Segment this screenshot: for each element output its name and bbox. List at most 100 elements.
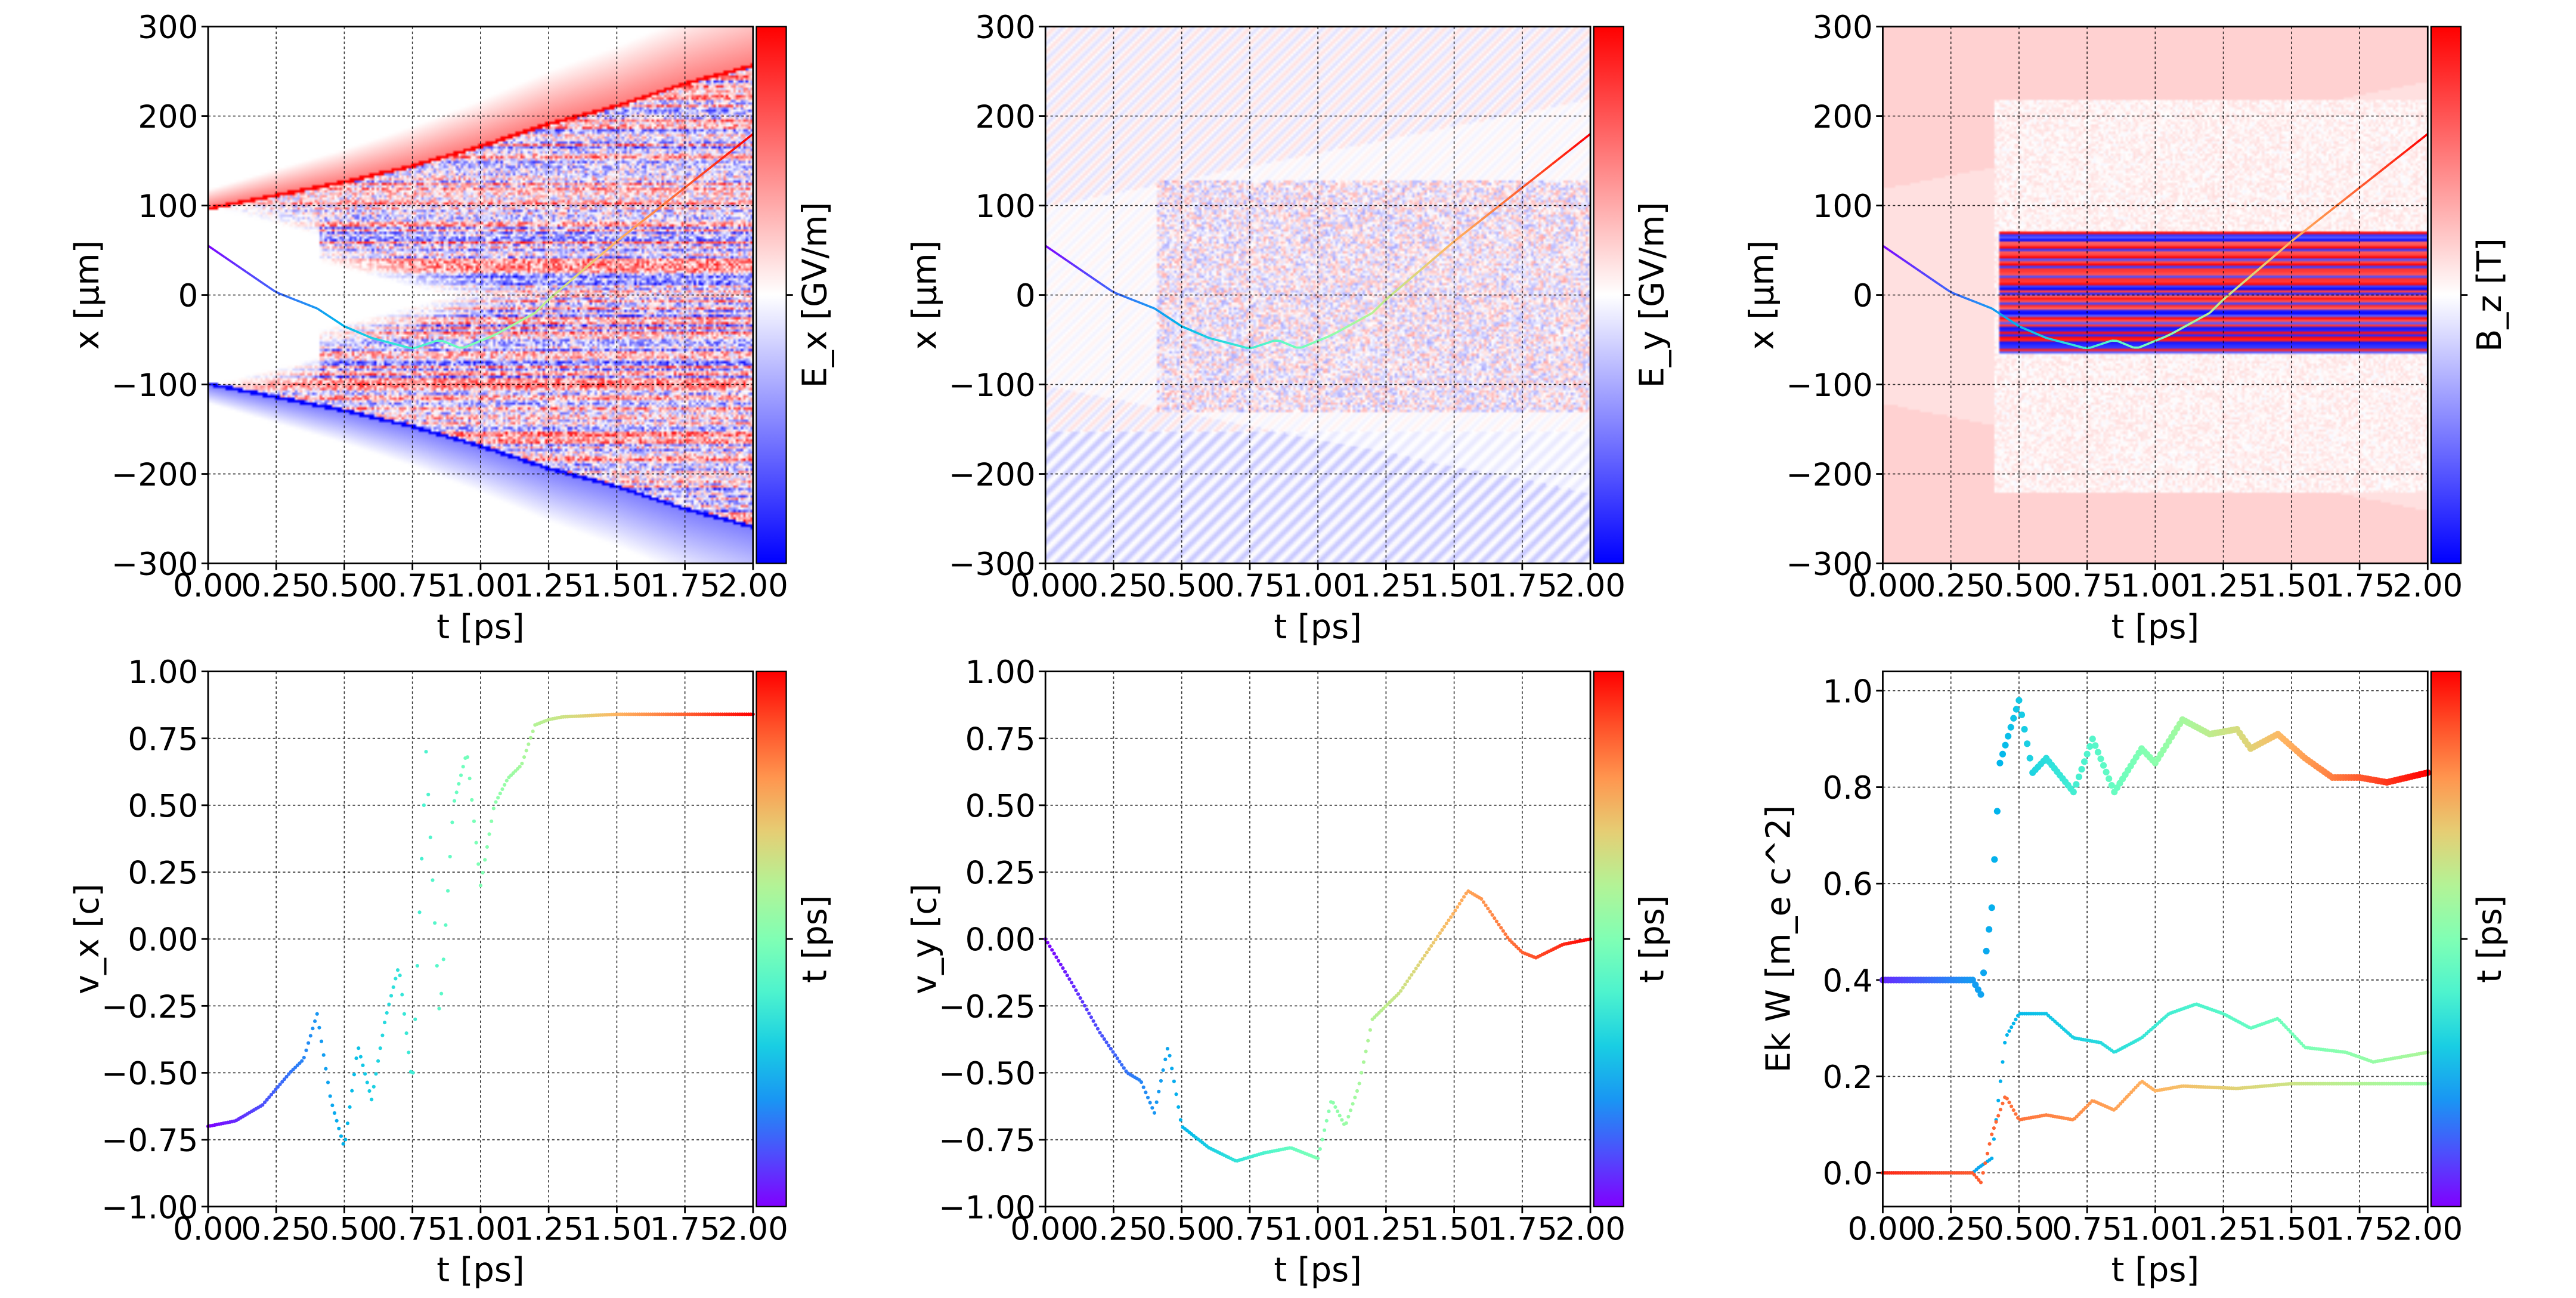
y-axis-label: x [μm] (68, 240, 107, 350)
trajectory-segment (1524, 180, 1531, 187)
axes-frame (207, 26, 754, 564)
x-axis-label: t [ps] (2111, 1251, 2199, 1290)
scatter-point (1070, 981, 1074, 985)
scatter-point (2003, 1040, 2007, 1045)
trajectory-segment (1301, 344, 1308, 349)
trajectory-segment (2029, 330, 2036, 335)
scatter-point (1460, 898, 1464, 903)
y-tick-label: −100 (1786, 367, 1872, 404)
y-tick-label: −0.25 (939, 989, 1035, 1025)
x-tick-label: 0.00 (1848, 568, 1918, 604)
trajectory-segment (355, 330, 361, 335)
trajectory-segment (382, 339, 389, 344)
trajectory-segment (654, 206, 661, 212)
trajectory-segment (1143, 303, 1150, 308)
scatter-point (1353, 1095, 1357, 1099)
trajectory-segment (687, 180, 694, 187)
scatter-point (306, 1041, 311, 1045)
scatter-point (341, 1142, 345, 1146)
x-tick-label: 0.00 (173, 568, 243, 604)
scatter-point (280, 1080, 284, 1084)
y-tick-label: 0.25 (128, 855, 198, 892)
scatter-point (1152, 1111, 1157, 1115)
trajectory-segment (1263, 341, 1270, 345)
trajectory-segment (2285, 240, 2293, 247)
trajectory-segment (1104, 286, 1111, 292)
y-tick-label: −300 (949, 546, 1035, 583)
colorbar: t [ps] (2430, 670, 2509, 1207)
scatter-point (2120, 1099, 2125, 1104)
y-tick-label: 300 (138, 10, 198, 46)
trajectory-segment (1050, 248, 1057, 255)
trajectory-segment (2280, 245, 2287, 252)
scatter-point (1145, 1095, 1150, 1099)
trajectory-segment (1061, 256, 1068, 262)
x-tick-label: 2.00 (1555, 1211, 1626, 1247)
trajectory-segment (1442, 245, 1450, 252)
scatter-point (1137, 1078, 1141, 1082)
scatter-point (304, 1048, 308, 1052)
trajectory-segment (453, 344, 460, 349)
trajectory-segment (1382, 296, 1390, 303)
colorbar: t [ps] (1593, 670, 1672, 1207)
trajectory-segment (1165, 314, 1172, 320)
scatter-point (348, 1105, 352, 1109)
scatter-point (404, 1031, 408, 1036)
trajectory-segment (719, 154, 727, 161)
trajectory-segment (1132, 298, 1139, 303)
scatter-point (433, 921, 437, 925)
trajectory-segment (2209, 307, 2216, 314)
scatter-point (1163, 1057, 1168, 1062)
trajectory-segment (1344, 323, 1351, 329)
trajectory-segment (1942, 286, 1949, 292)
scatter-point (2005, 733, 2012, 740)
scatter-point (1098, 1031, 1102, 1035)
trajectory-segment (1584, 133, 1592, 140)
x-tick-label: 1.00 (445, 568, 516, 604)
scatter-point (2127, 1092, 2131, 1096)
scatter-point (1072, 984, 1076, 988)
scatter-point (2012, 706, 2020, 713)
trajectory-segment (1350, 320, 1357, 326)
trajectory-segment (2296, 231, 2303, 238)
trajectory-segment (736, 141, 743, 148)
trajectory-segment (2154, 337, 2162, 342)
y-axis-label: Ek W [m_e c^2] (1759, 805, 1798, 1073)
x-tick-label: 1.00 (2120, 568, 2190, 604)
scatter-point (485, 845, 489, 849)
y-tick-label: −100 (112, 367, 198, 404)
trajectory-segment (2405, 146, 2413, 152)
scatter-point (395, 968, 400, 972)
scatter-point (1983, 947, 1990, 954)
colorbar-gradient (2430, 26, 2462, 564)
trajectory-segment (545, 296, 552, 303)
x-tick-label: 1.50 (1419, 568, 1490, 604)
scatter-point (1122, 1066, 1126, 1070)
trajectory-segment (1898, 256, 1906, 262)
scatter-point (1985, 1151, 1989, 1155)
trajectory-segment (366, 334, 372, 339)
y-tick-label: −200 (112, 457, 198, 493)
trajectory-segment (1268, 339, 1275, 344)
scatter-point (1168, 1053, 1172, 1058)
scatter-point (527, 742, 531, 746)
trajectory-segment (463, 344, 470, 349)
trajectory-segment (2007, 318, 2014, 324)
scatter-point (1488, 910, 1492, 914)
trajectory-segment (213, 248, 220, 255)
trajectory-segment (589, 259, 596, 265)
trajectory-segment (295, 298, 302, 303)
scatter-point (1124, 1069, 1128, 1073)
scatter-point (503, 783, 507, 787)
trajectory-segment (1453, 236, 1460, 242)
panel-1: 0.000.250.500.751.001.251.501.752.00 −300… (68, 10, 834, 647)
scatter-point (1444, 922, 1448, 926)
trajectory-segment (1459, 231, 1466, 238)
trajectory-segment (496, 329, 503, 335)
scatter-point (2114, 1107, 2118, 1111)
trajectory-segment (730, 146, 738, 152)
trajectory-segment (1225, 341, 1231, 345)
scatter-point (275, 1085, 280, 1089)
scatter-point (1996, 759, 2004, 767)
scatter-point (2002, 741, 2009, 749)
